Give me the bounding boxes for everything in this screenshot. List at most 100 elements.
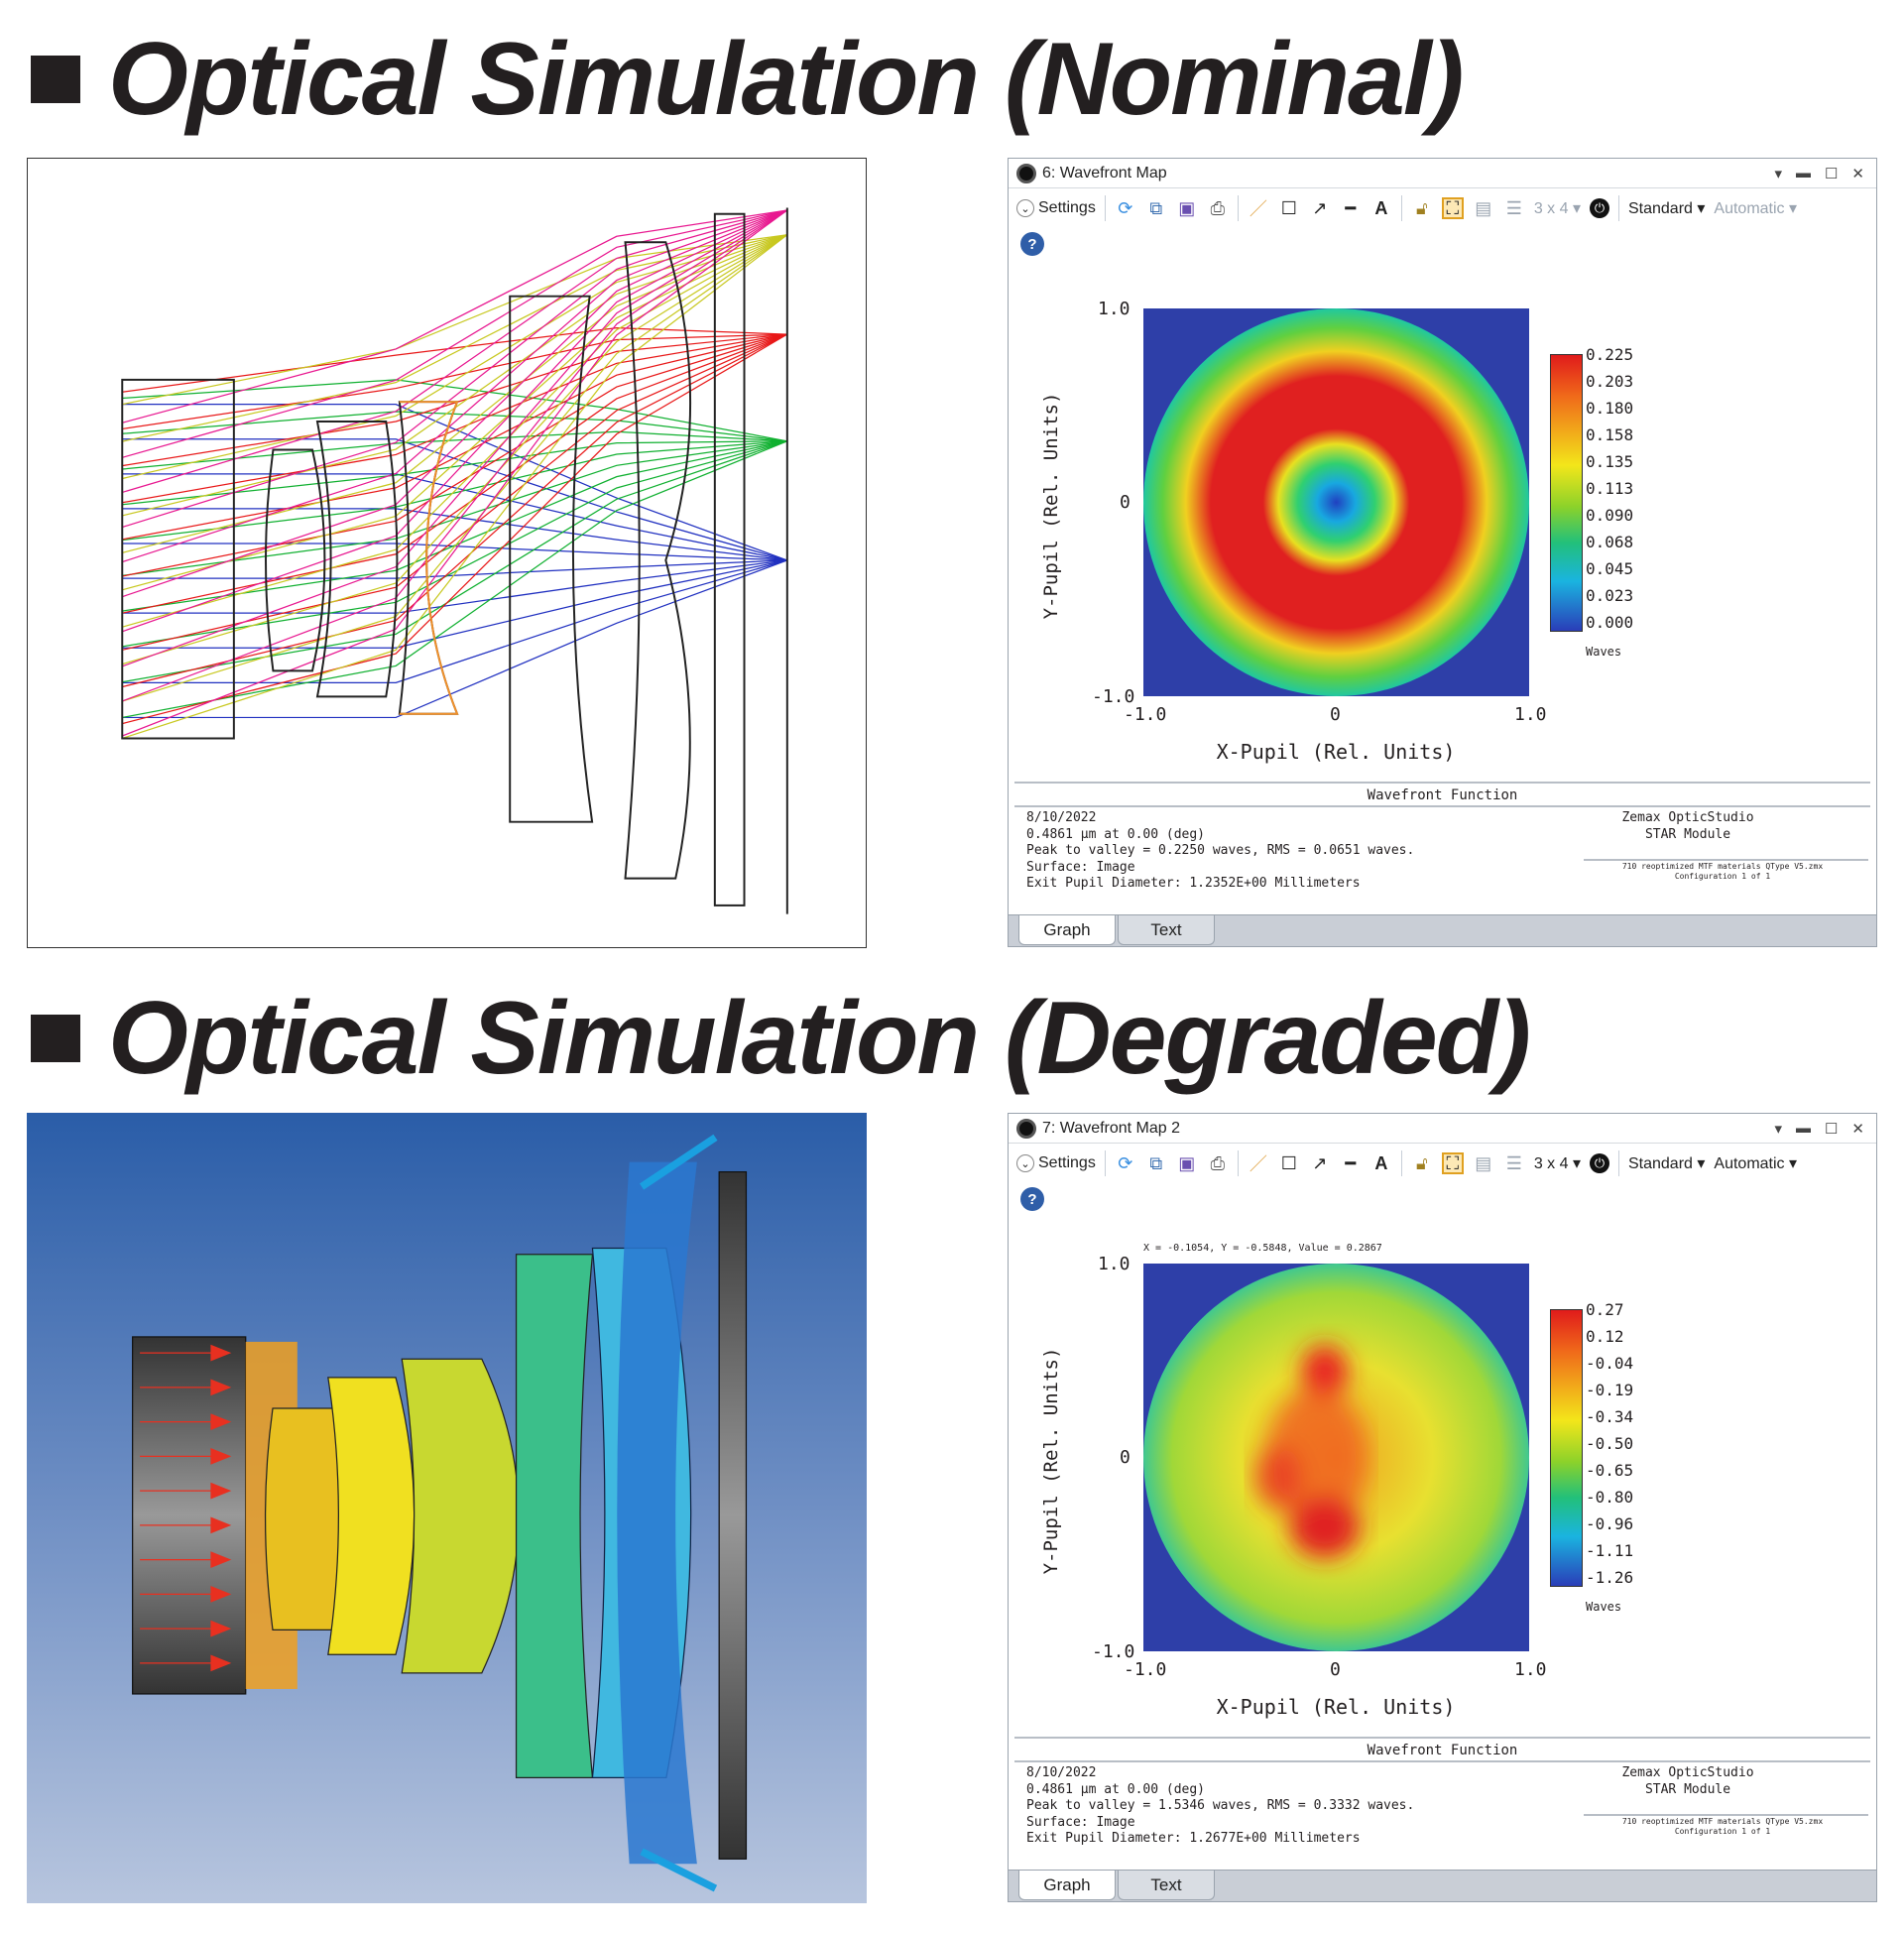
colorbar-label: 0.113 xyxy=(1586,479,1634,498)
refresh-icon[interactable]: ⟳ xyxy=(1118,1152,1133,1173)
y-tick: -1.0 xyxy=(1092,686,1135,707)
ray-trace-line xyxy=(122,440,787,576)
chevron-down-circle-icon: ⌄ xyxy=(1016,199,1034,217)
ray-trace-line xyxy=(122,333,787,467)
ray-trace-line xyxy=(122,333,787,541)
tab-graph[interactable]: Graph xyxy=(1018,915,1116,945)
footer-info-line: 8/10/2022 xyxy=(1026,1765,1097,1780)
ray-trace-line xyxy=(122,559,787,614)
load-arrow xyxy=(140,1586,232,1603)
ray-trace-line xyxy=(122,440,788,719)
wavefront-map-plot[interactable] xyxy=(1143,308,1529,696)
rectangle-icon[interactable]: ☐ xyxy=(1280,1152,1297,1173)
pencil-icon[interactable]: ／ xyxy=(1249,199,1267,219)
footer-file: 710 reoptimized MTF materials QType V5.z… xyxy=(1621,1817,1824,1826)
fit-window-icon[interactable]: ⛶ xyxy=(1441,1152,1464,1174)
help-icon[interactable]: ? xyxy=(1020,232,1044,256)
colorbar xyxy=(1550,354,1583,632)
maximize-icon[interactable]: ☐ xyxy=(1824,1120,1839,1138)
refresh-icon[interactable]: ⟳ xyxy=(1118,197,1133,218)
x-tick: 1.0 xyxy=(1514,704,1547,725)
ray-trace-line xyxy=(122,559,788,719)
automatic-dropdown[interactable]: Automatic ▾ xyxy=(1714,1155,1798,1172)
x-tick: -1.0 xyxy=(1124,704,1167,725)
window-menu-dropdown-icon[interactable]: ▾ xyxy=(1774,1120,1782,1138)
close-icon[interactable]: ✕ xyxy=(1851,1120,1864,1138)
clone-window-icon[interactable]: ▤ xyxy=(1475,1152,1492,1173)
ray-trace-line xyxy=(122,559,787,649)
pupil-disc xyxy=(1143,308,1529,696)
colorbar-label: 0.135 xyxy=(1586,452,1634,471)
text-icon[interactable]: A xyxy=(1374,197,1388,218)
line-icon[interactable]: ━ xyxy=(1345,197,1357,218)
save-icon[interactable]: ▣ xyxy=(1178,1152,1196,1173)
ray-trace-line xyxy=(122,333,788,725)
minimize-icon[interactable]: ▬ xyxy=(1795,164,1811,181)
wavefront-map-plot[interactable] xyxy=(1143,1264,1529,1651)
x-axis-label: X-Pupil (Rel. Units) xyxy=(1216,1695,1456,1719)
line-icon[interactable]: ━ xyxy=(1345,1152,1357,1173)
arrow-icon[interactable]: ↗ xyxy=(1312,1152,1328,1173)
ray-trace-line xyxy=(122,209,788,702)
help-icon[interactable]: ? xyxy=(1020,1187,1044,1211)
footer-info-line: Peak to valley = 0.2250 waves, RMS = 0.0… xyxy=(1026,843,1415,858)
ray-trace-line xyxy=(122,411,787,442)
power-icon[interactable]: ⏻ xyxy=(1589,1153,1609,1173)
pencil-icon[interactable]: ／ xyxy=(1249,1154,1267,1174)
settings-button[interactable]: ⌄ Settings xyxy=(1016,1154,1096,1172)
tab-text[interactable]: Text xyxy=(1118,915,1215,945)
clone-window-icon[interactable]: ▤ xyxy=(1475,197,1492,218)
ray-trace-line xyxy=(122,209,787,494)
ray-trace-line xyxy=(122,234,787,480)
colorbar-label: -0.04 xyxy=(1586,1354,1634,1373)
ray-trace-line xyxy=(122,234,788,517)
save-icon[interactable]: ▣ xyxy=(1178,197,1196,218)
footer-config: Configuration 1 of 1 xyxy=(1674,872,1771,881)
window-menu-dropdown-icon[interactable]: ▾ xyxy=(1774,165,1782,182)
layout-dropdown[interactable]: 3 x 4 ▾ xyxy=(1533,200,1581,217)
colorbar-label: 0.023 xyxy=(1586,586,1634,605)
layers-icon[interactable]: ☰ xyxy=(1505,1152,1522,1173)
load-arrow xyxy=(140,1447,232,1465)
cursor-readout: X = -0.1054, Y = -0.5848, Value = 0.2867 xyxy=(1143,1243,1382,1254)
text-icon[interactable]: A xyxy=(1374,1152,1388,1173)
load-arrow xyxy=(140,1482,232,1500)
minimize-icon[interactable]: ▬ xyxy=(1795,1119,1811,1137)
maximize-icon[interactable]: ☐ xyxy=(1824,165,1839,182)
standard-dropdown[interactable]: Standard ▾ xyxy=(1627,1155,1706,1172)
ray-trace-line xyxy=(122,209,787,423)
ray-trace-line xyxy=(122,333,788,688)
arrow-icon[interactable]: ↗ xyxy=(1312,197,1328,218)
lens-block-5 xyxy=(401,1358,520,1674)
rectangle-icon[interactable]: ☐ xyxy=(1280,197,1297,218)
standard-dropdown[interactable]: Standard ▾ xyxy=(1627,200,1706,217)
tab-graph[interactable]: Graph xyxy=(1018,1871,1116,1900)
colorbar-label: 0.090 xyxy=(1586,506,1634,525)
print-icon[interactable]: ⎙ xyxy=(1210,197,1226,218)
ray-trace-line xyxy=(122,234,788,740)
layers-icon[interactable]: ☰ xyxy=(1505,197,1522,218)
tab-text[interactable]: Text xyxy=(1118,1871,1215,1900)
ray-trace-line xyxy=(122,234,788,702)
close-icon[interactable]: ✕ xyxy=(1851,165,1864,182)
ray-trace-line xyxy=(122,209,788,737)
window-titlebar[interactable]: 6: Wavefront Map ▾ ▬ ☐ ✕ xyxy=(1009,159,1876,188)
ray-trace-line xyxy=(122,440,787,648)
ray-trace-line xyxy=(122,333,787,504)
colorbar-label: -0.19 xyxy=(1586,1381,1634,1399)
power-icon[interactable]: ⏻ xyxy=(1589,198,1609,218)
print-icon[interactable]: ⎙ xyxy=(1210,1152,1226,1173)
automatic-dropdown[interactable]: Automatic ▾ xyxy=(1714,200,1798,217)
load-arrow xyxy=(140,1516,232,1534)
layout-dropdown[interactable]: 3 x 4 ▾ xyxy=(1533,1155,1581,1172)
settings-button[interactable]: ⌄ Settings xyxy=(1016,199,1096,217)
fit-window-icon[interactable]: ⛶ xyxy=(1441,197,1464,219)
lock-icon[interactable]: 🔓︎ xyxy=(1415,197,1428,218)
load-arrow xyxy=(140,1654,232,1672)
copy-icon[interactable]: ⧉ xyxy=(1149,197,1163,218)
ray-trace-line xyxy=(122,234,787,442)
copy-icon[interactable]: ⧉ xyxy=(1149,1152,1163,1173)
window-titlebar[interactable]: 7: Wavefront Map 2 ▾ ▬ ☐ ✕ xyxy=(1009,1114,1876,1144)
colorbar-unit: Waves xyxy=(1586,645,1622,659)
lock-icon[interactable]: 🔓︎ xyxy=(1415,1152,1428,1173)
